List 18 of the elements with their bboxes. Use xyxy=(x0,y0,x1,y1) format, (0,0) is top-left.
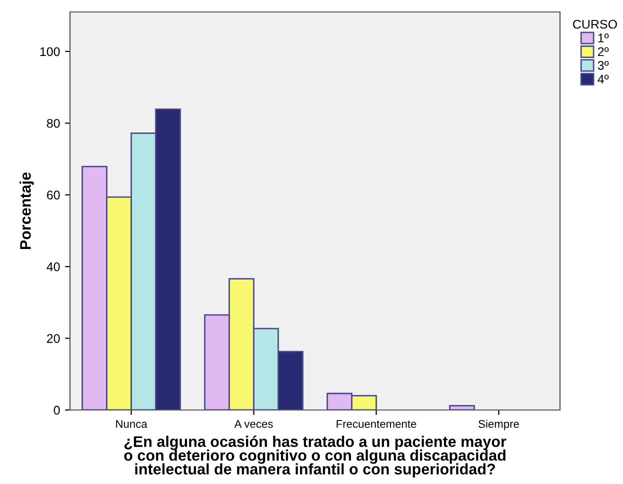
y-tick-label: 60 xyxy=(47,190,60,200)
x-tick-label: Siempre xyxy=(478,420,519,430)
bar xyxy=(449,405,475,410)
y-tick-label: 100 xyxy=(40,47,60,56)
y-tick-label: 80 xyxy=(46,118,60,128)
y-tick-label: 40 xyxy=(46,262,60,272)
legend-label: 1º xyxy=(598,34,609,42)
legend-label: 3º xyxy=(598,60,609,70)
legend-label: 4º xyxy=(598,74,609,84)
y-axis-title: Porcentaje xyxy=(20,172,34,250)
legend-title: CURSO xyxy=(573,20,617,29)
y-tick-label: 0 xyxy=(54,406,60,415)
legend-label: 2º xyxy=(598,47,609,56)
x-tick-label: Nunca xyxy=(116,420,148,428)
x-tick-label: A veces xyxy=(234,420,273,428)
x-tick-label: Frecuentemente xyxy=(336,420,416,428)
x-axis-title: ¿En alguna ocasión has tratado a un paciente mayor o con deterioro cognitivo o con alguna discapacidad intelectual de manera infantil o con superioridad? xyxy=(124,436,506,478)
y-tick-label: 20 xyxy=(47,334,60,343)
